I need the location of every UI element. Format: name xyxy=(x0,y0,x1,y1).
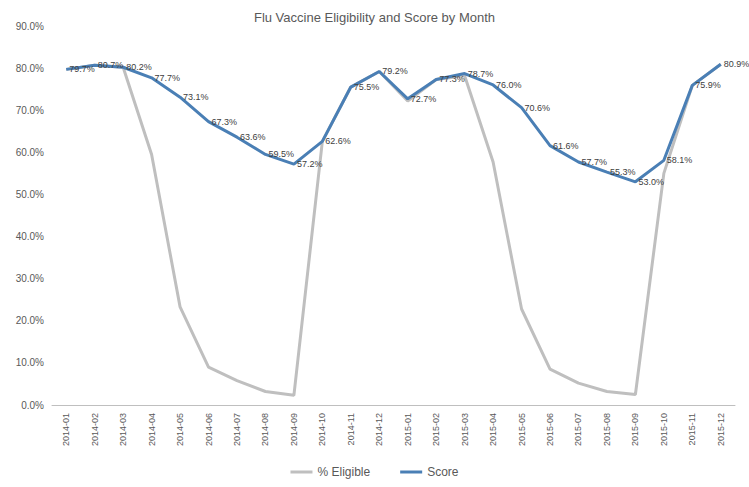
svg-text:2015-10: 2015-10 xyxy=(659,413,669,446)
svg-text:73.1%: 73.1% xyxy=(183,92,209,102)
svg-text:2014-04: 2014-04 xyxy=(147,413,157,446)
svg-text:90.0%: 90.0% xyxy=(16,21,44,32)
svg-text:57.7%: 57.7% xyxy=(581,157,607,167)
svg-text:20.0%: 20.0% xyxy=(16,315,44,326)
svg-text:40.0%: 40.0% xyxy=(16,231,44,242)
svg-text:30.0%: 30.0% xyxy=(16,273,44,284)
svg-text:80.2%: 80.2% xyxy=(126,62,152,72)
svg-text:2015-06: 2015-06 xyxy=(545,413,555,446)
svg-text:2014-12: 2014-12 xyxy=(374,413,384,446)
svg-text:2015-02: 2015-02 xyxy=(431,413,441,446)
svg-text:2014-01: 2014-01 xyxy=(61,413,71,446)
svg-text:10.0%: 10.0% xyxy=(16,357,44,368)
svg-text:61.6%: 61.6% xyxy=(553,141,579,151)
svg-text:60.0%: 60.0% xyxy=(16,147,44,158)
svg-text:2015-12: 2015-12 xyxy=(716,413,726,446)
svg-text:2015-11: 2015-11 xyxy=(687,413,697,445)
svg-text:55.3%: 55.3% xyxy=(610,167,636,177)
svg-text:2014-11: 2014-11 xyxy=(346,413,356,445)
svg-text:57.2%: 57.2% xyxy=(297,159,323,169)
svg-text:2015-09: 2015-09 xyxy=(630,413,640,446)
svg-text:2015-04: 2015-04 xyxy=(488,413,498,446)
svg-text:2014-10: 2014-10 xyxy=(317,413,327,446)
svg-text:72.7%: 72.7% xyxy=(411,94,437,104)
svg-text:62.6%: 62.6% xyxy=(325,136,351,146)
svg-text:% Eligible: % Eligible xyxy=(317,465,370,479)
svg-text:2014-05: 2014-05 xyxy=(175,413,185,446)
svg-text:2014-03: 2014-03 xyxy=(118,413,128,446)
svg-text:2015-07: 2015-07 xyxy=(573,413,583,446)
svg-text:58.1%: 58.1% xyxy=(667,155,693,165)
svg-text:Flu Vaccine Eligibility and Sc: Flu Vaccine Eligibility and Score by Mon… xyxy=(254,10,495,25)
svg-text:50.0%: 50.0% xyxy=(16,189,44,200)
svg-text:75.5%: 75.5% xyxy=(354,82,380,92)
svg-text:2014-06: 2014-06 xyxy=(204,413,214,446)
svg-text:80.7%: 80.7% xyxy=(98,60,124,70)
svg-text:79.7%: 79.7% xyxy=(69,64,95,74)
svg-text:2015-03: 2015-03 xyxy=(460,413,470,446)
svg-text:Score: Score xyxy=(427,465,459,479)
svg-text:70.6%: 70.6% xyxy=(525,103,551,113)
svg-text:2014-08: 2014-08 xyxy=(260,413,270,446)
svg-text:75.9%: 75.9% xyxy=(695,80,721,90)
svg-text:2015-05: 2015-05 xyxy=(517,413,527,446)
svg-text:2014-02: 2014-02 xyxy=(90,413,100,446)
svg-text:63.6%: 63.6% xyxy=(240,132,266,142)
svg-text:67.3%: 67.3% xyxy=(212,117,238,127)
svg-text:76.0%: 76.0% xyxy=(496,80,522,90)
svg-text:53.0%: 53.0% xyxy=(638,177,664,187)
svg-text:79.2%: 79.2% xyxy=(382,66,408,76)
svg-text:70.0%: 70.0% xyxy=(16,105,44,116)
svg-text:80.9%: 80.9% xyxy=(724,59,749,69)
svg-text:2014-09: 2014-09 xyxy=(289,413,299,446)
svg-text:2015-08: 2015-08 xyxy=(602,413,612,446)
svg-text:2014-07: 2014-07 xyxy=(232,413,242,446)
svg-text:0.0%: 0.0% xyxy=(21,400,44,411)
svg-text:78.7%: 78.7% xyxy=(468,69,494,79)
svg-text:2015-01: 2015-01 xyxy=(403,413,413,446)
svg-text:59.5%: 59.5% xyxy=(268,149,294,159)
svg-text:77.3%: 77.3% xyxy=(439,74,465,84)
svg-text:77.7%: 77.7% xyxy=(155,73,181,83)
svg-text:80.0%: 80.0% xyxy=(16,63,44,74)
